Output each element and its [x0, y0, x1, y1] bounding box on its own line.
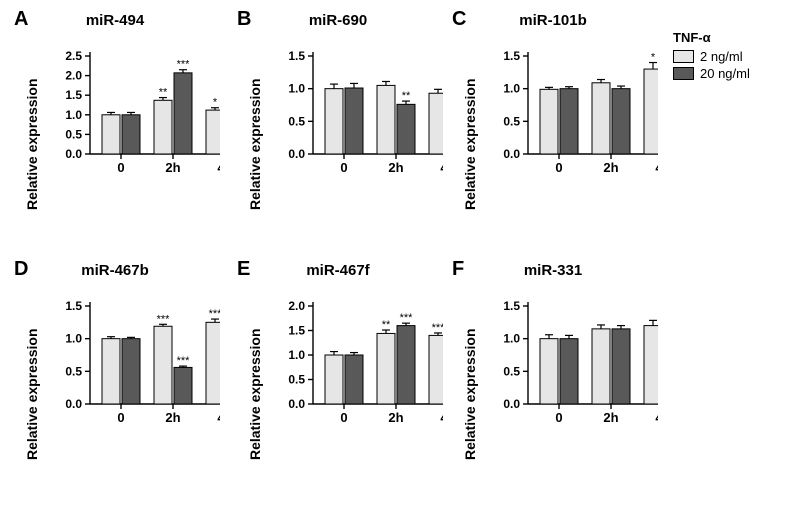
svg-text:4d: 4d [655, 160, 658, 175]
svg-text:4d: 4d [217, 160, 220, 175]
chart-C: 0.00.51.01.502h**4d [498, 38, 658, 188]
panel-label-A: A [14, 8, 28, 31]
svg-text:4d: 4d [655, 410, 658, 425]
svg-text:2.0: 2.0 [288, 299, 305, 313]
panel-label-E: E [237, 258, 250, 281]
svg-text:2h: 2h [603, 160, 618, 175]
cell-D: D miR-467b Relative expression 0.0 0.5 1.0… [0, 250, 233, 500]
title-C: miR-101b [478, 12, 628, 29]
svg-text:***: *** [157, 313, 171, 325]
svg-text:1.0: 1.0 [65, 108, 82, 122]
svg-text:***: *** [400, 312, 414, 324]
svg-text:0.5: 0.5 [288, 373, 305, 387]
svg-text:0.5: 0.5 [503, 364, 520, 378]
cell-F: F miR-331 Relative expression 0.0 0.5 1.0 1… [448, 250, 673, 500]
svg-text:2h: 2h [165, 410, 180, 425]
chart-F: 0.0 0.5 1.0 1.5 0 2h 4d [498, 288, 658, 438]
chart-D: 0.00.51.01.50******2h*****4d [60, 288, 220, 438]
chart-B: 0.0 0.5 1.0 1.5 0 ** 2h 4d [283, 38, 443, 188]
title-B: miR-690 [263, 12, 413, 29]
cell-empty [673, 250, 792, 500]
svg-text:0.0: 0.0 [288, 397, 305, 411]
svg-text:1.5: 1.5 [65, 299, 82, 313]
svg-text:***: *** [432, 322, 443, 334]
svg-text:0.5: 0.5 [503, 114, 520, 128]
panel-label-D: D [14, 258, 28, 281]
panel-label-C: C [452, 8, 466, 31]
panel-grid: A miR-494 Relative expression 0.0 0.5 1.0 1… [0, 0, 792, 516]
ylabel-C: Relative expression [462, 78, 478, 210]
cell-A: A miR-494 Relative expression 0.0 0.5 1.0 1… [0, 0, 233, 250]
svg-text:**: ** [159, 87, 168, 99]
cell-legend: TNF-α 2 ng/ml 20 ng/ml [673, 0, 792, 250]
svg-text:*: * [213, 97, 218, 109]
svg-text:**: ** [382, 319, 391, 331]
ylabel-A: Relative expression [24, 78, 40, 210]
title-E: miR-467f [263, 262, 413, 279]
legend-row-1: 20 ng/ml [673, 66, 750, 81]
svg-text:0: 0 [117, 410, 124, 425]
svg-text:0.0: 0.0 [65, 147, 82, 161]
svg-text:4d: 4d [440, 160, 443, 175]
svg-text:1.5: 1.5 [288, 324, 305, 338]
svg-text:1.5: 1.5 [503, 299, 520, 313]
svg-text:0: 0 [340, 410, 347, 425]
svg-text:2.5: 2.5 [65, 49, 82, 63]
ylabel-F: Relative expression [462, 328, 478, 460]
svg-text:0.0: 0.0 [503, 147, 520, 161]
title-A: miR-494 [40, 12, 190, 29]
ylabel-D: Relative expression [24, 328, 40, 460]
svg-text:0: 0 [555, 160, 562, 175]
svg-text:0.5: 0.5 [65, 364, 82, 378]
legend: TNF-α 2 ng/ml 20 ng/ml [673, 30, 750, 83]
svg-text:0.5: 0.5 [65, 127, 82, 141]
title-D: miR-467b [40, 262, 190, 279]
legend-label-0: 2 ng/ml [700, 49, 743, 64]
svg-text:1.0: 1.0 [503, 332, 520, 346]
svg-text:***: *** [177, 355, 191, 367]
svg-text:2h: 2h [603, 410, 618, 425]
svg-text:0.0: 0.0 [288, 147, 305, 161]
svg-text:4d: 4d [440, 410, 443, 425]
svg-text:***: *** [177, 59, 191, 71]
svg-text:0: 0 [117, 160, 124, 175]
svg-text:*: * [651, 52, 656, 64]
panel-label-B: B [237, 8, 251, 31]
cell-C: C miR-101b Relative expression 0.0 0.5 1.0… [448, 0, 673, 250]
legend-title: TNF-α [673, 30, 750, 45]
svg-text:***: *** [209, 308, 220, 320]
svg-text:1.0: 1.0 [503, 82, 520, 96]
title-F: miR-331 [478, 262, 628, 279]
svg-text:2h: 2h [388, 410, 403, 425]
svg-text:2h: 2h [388, 160, 403, 175]
legend-label-1: 20 ng/ml [700, 66, 750, 81]
chart-E: 0.00.51.01.52.00*****2h******4d [283, 288, 443, 438]
svg-text:0: 0 [340, 160, 347, 175]
chart-A: 0.00.51.01.52.02.50*****2h****4d [60, 38, 220, 188]
svg-text:1.0: 1.0 [288, 348, 305, 362]
cell-E: E miR-467f Relative expression 0.0 0.5 1.0… [233, 250, 448, 500]
svg-text:0: 0 [555, 410, 562, 425]
svg-text:2.0: 2.0 [65, 69, 82, 83]
legend-row-0: 2 ng/ml [673, 49, 750, 64]
svg-text:0.5: 0.5 [288, 114, 305, 128]
svg-text:0.0: 0.0 [503, 397, 520, 411]
svg-text:1.0: 1.0 [288, 82, 305, 96]
legend-swatch-1 [673, 67, 694, 80]
legend-swatch-0 [673, 50, 694, 63]
panel-label-F: F [452, 258, 464, 281]
ylabel-E: Relative expression [247, 328, 263, 460]
svg-text:0.0: 0.0 [65, 397, 82, 411]
ylabel-B: Relative expression [247, 78, 263, 210]
cell-B: B miR-690 Relative expression 0.0 0.5 1.0 1… [233, 0, 448, 250]
svg-text:1.5: 1.5 [288, 49, 305, 63]
svg-text:1.5: 1.5 [65, 88, 82, 102]
svg-text:**: ** [402, 90, 411, 102]
svg-text:1.5: 1.5 [503, 49, 520, 63]
svg-text:2h: 2h [165, 160, 180, 175]
svg-text:4d: 4d [217, 410, 220, 425]
svg-text:1.0: 1.0 [65, 332, 82, 346]
